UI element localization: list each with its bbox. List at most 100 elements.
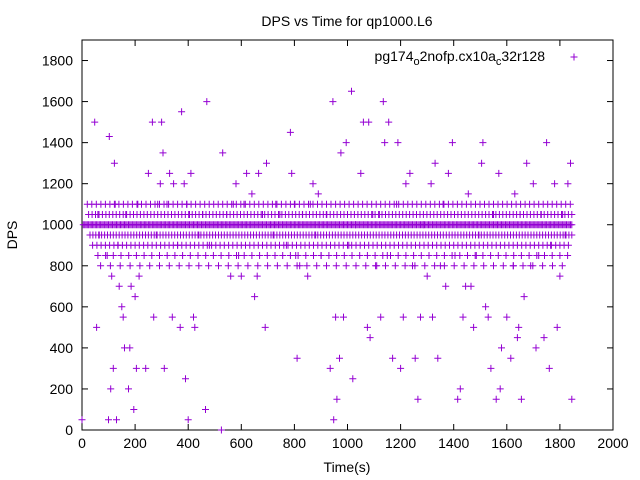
data-point (442, 282, 450, 290)
data-point (507, 354, 515, 362)
data-point (330, 416, 338, 424)
data-point-band (209, 252, 217, 259)
data-point (540, 334, 548, 342)
data-point (479, 139, 487, 147)
data-point (349, 375, 357, 383)
data-point (517, 395, 525, 403)
data-point (272, 200, 280, 208)
data-point (276, 211, 284, 218)
x-tick-label: 0 (78, 435, 86, 451)
data-point-band (217, 252, 225, 259)
x-tick-label: 2000 (597, 435, 628, 451)
data-point (436, 262, 444, 270)
data-point (93, 323, 101, 331)
data-point (427, 180, 435, 188)
data-point (333, 395, 341, 403)
y-tick-label: 400 (50, 340, 74, 356)
data-point (248, 190, 256, 198)
data-point (482, 303, 490, 311)
data-point (199, 211, 207, 218)
data-point (381, 139, 389, 147)
data-point-band (480, 262, 488, 270)
y-tick-label: 800 (50, 258, 74, 274)
data-point (423, 272, 431, 280)
data-point (261, 323, 269, 331)
data-point-band (494, 252, 502, 259)
data-point (144, 169, 152, 177)
data-point (366, 334, 374, 342)
data-point (202, 406, 209, 413)
data-point (94, 211, 102, 218)
data-point (114, 241, 122, 249)
data-point-band (549, 262, 556, 270)
x-tick-label: 1000 (332, 435, 363, 451)
data-point (105, 416, 112, 424)
data-point-band (539, 262, 547, 270)
data-point-band (224, 262, 232, 270)
legend-label: pg174o2nofp.cx10ac32r128 (375, 48, 546, 68)
x-tick-label: 400 (177, 435, 201, 451)
data-point-band (401, 262, 409, 270)
y-tick-label: 600 (50, 299, 74, 315)
data-point (429, 313, 436, 321)
data-point (520, 293, 528, 301)
data-point (515, 323, 523, 331)
data-point (454, 395, 462, 403)
data-point (492, 395, 500, 403)
data-point-band (363, 252, 371, 259)
data-point (184, 416, 192, 424)
data-point-band (464, 252, 471, 259)
data-point (166, 169, 174, 177)
data-point (103, 252, 111, 259)
data-point-band (517, 252, 525, 259)
data-point (235, 252, 243, 259)
data-point-band (313, 262, 321, 270)
data-point (296, 262, 304, 270)
legend-marker (570, 53, 578, 61)
data-point (556, 272, 564, 280)
data-point-band (433, 252, 441, 259)
x-tick-label: 200 (123, 435, 147, 451)
data-point (309, 180, 317, 188)
y-tick-label: 1400 (42, 135, 73, 151)
data-point (186, 211, 193, 218)
data-point (498, 344, 505, 352)
data-point-band (568, 231, 576, 239)
data-point (357, 169, 365, 177)
data-point (191, 323, 199, 331)
data-point (393, 200, 401, 208)
data-point-band (136, 262, 144, 270)
data-point (113, 416, 120, 424)
data-point (434, 354, 442, 362)
data-point (306, 200, 314, 208)
data-point (495, 169, 503, 177)
data-point (253, 272, 261, 280)
x-tick-label: 1800 (544, 435, 575, 451)
data-point-baseline (568, 221, 576, 229)
data-point-band (490, 262, 497, 270)
data-point (237, 272, 245, 280)
data-point (95, 231, 103, 239)
data-point (174, 241, 182, 249)
data-point (431, 159, 439, 167)
data-point-band (519, 262, 527, 270)
data-point (535, 252, 543, 259)
data-point (402, 180, 410, 188)
data-point (195, 231, 203, 239)
data-point (417, 313, 424, 321)
data-point (135, 272, 143, 280)
data-point (490, 211, 497, 218)
data-point (369, 211, 377, 218)
data-point (269, 231, 277, 239)
data-point (78, 416, 86, 424)
y-tick-label: 200 (50, 381, 74, 397)
data-point (111, 200, 119, 208)
data-point (537, 211, 545, 218)
data-point (105, 133, 113, 140)
y-tick-label: 1000 (42, 217, 73, 233)
data-point (439, 200, 447, 208)
y-axis-label: DPS (4, 221, 20, 250)
data-point (263, 159, 270, 167)
data-point (496, 385, 504, 393)
data-point (132, 364, 140, 372)
